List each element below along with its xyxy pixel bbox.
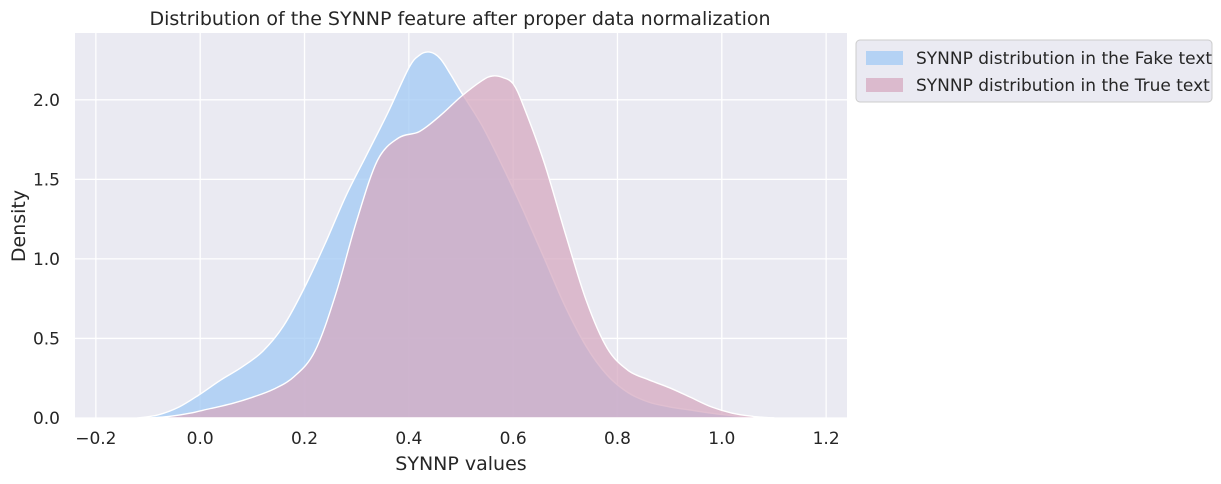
- legend-frame: [855, 39, 1213, 103]
- legend-label-fake: SYNNP distribution in the Fake text: [916, 49, 1212, 69]
- x-tick-label: 1.0: [708, 429, 735, 449]
- legend: SYNNP distribution in the Fake text SYNN…: [855, 39, 1213, 103]
- y-tick-label: 2.0: [33, 91, 60, 111]
- x-axis-label: SYNNP values: [395, 453, 526, 475]
- x-tick-label: 0.4: [395, 429, 422, 449]
- x-tick-label: 0.2: [291, 429, 318, 449]
- y-tick-label: 0.0: [33, 409, 60, 429]
- plot-area: [75, 33, 847, 419]
- legend-swatch-fake: [866, 51, 903, 65]
- legend-swatch-true: [866, 78, 903, 92]
- x-tick-label: 0.6: [500, 429, 527, 449]
- x-tick-label: 0.8: [604, 429, 631, 449]
- legend-label-true: SYNNP distribution in the True text: [916, 76, 1210, 96]
- y-tick-label: 1.5: [33, 170, 60, 190]
- x-tick-label: 0.0: [187, 429, 214, 449]
- density-area-true: [147, 75, 775, 419]
- y-axis-label: Density: [8, 190, 30, 262]
- y-tick-label: 1.0: [33, 250, 60, 270]
- x-axis-ticks: −0.2 0.0 0.2 0.4 0.6 0.8 1.0 1.2: [75, 429, 839, 449]
- y-axis-ticks: 0.0 0.5 1.0 1.5 2.0: [33, 91, 60, 429]
- density-areas: [136, 51, 775, 419]
- x-tick-label: 1.2: [813, 429, 840, 449]
- x-tick-label: −0.2: [75, 429, 116, 449]
- chart-title: Distribution of the SYNNP feature after …: [149, 8, 770, 30]
- y-tick-label: 0.5: [33, 329, 60, 349]
